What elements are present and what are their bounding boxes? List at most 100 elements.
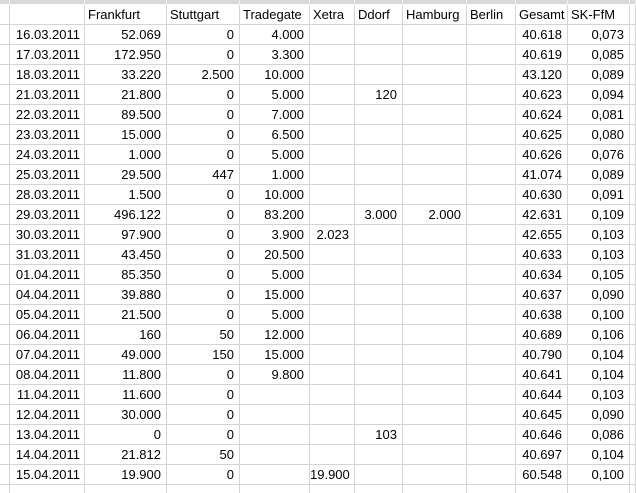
cell-colA[interactable] — [0, 285, 10, 305]
cell-hamburg[interactable] — [403, 185, 467, 205]
cell-berlin[interactable] — [467, 105, 516, 125]
cell-ddorf[interactable] — [355, 225, 403, 245]
cell-colA[interactable] — [0, 465, 10, 485]
cell-ddorf[interactable] — [355, 345, 403, 365]
cell-stuttgart[interactable]: 0 — [167, 105, 240, 125]
date-cell[interactable]: 04.04.2011 — [10, 285, 85, 305]
cell-hamburg[interactable] — [403, 245, 467, 265]
cell-gesamt[interactable]: 40.634 — [516, 265, 568, 285]
date-cell[interactable]: 05.04.2011 — [10, 305, 85, 325]
cell-frankfurt[interactable]: 15.000 — [85, 125, 167, 145]
date-cell[interactable]: 06.04.2011 — [10, 325, 85, 345]
cell-xetra[interactable] — [310, 285, 355, 305]
cell-hamburg[interactable] — [403, 25, 467, 45]
cell-colEnd[interactable] — [630, 205, 636, 225]
cell-colEnd[interactable] — [630, 45, 636, 65]
cell-tradegate[interactable]: 15.000 — [240, 345, 310, 365]
cell-gesamt[interactable]: 40.689 — [516, 325, 568, 345]
cell-frankfurt[interactable]: 89.500 — [85, 105, 167, 125]
column-header-colA[interactable] — [0, 5, 10, 25]
cell-stuttgart[interactable]: 0 — [167, 85, 240, 105]
cell-berlin[interactable] — [467, 265, 516, 285]
cell-skffm[interactable]: 0,100 — [568, 305, 630, 325]
cell-xetra[interactable] — [310, 125, 355, 145]
cell-hamburg[interactable] — [403, 85, 467, 105]
cell-tradegate[interactable] — [240, 465, 310, 485]
cell-colA[interactable] — [0, 105, 10, 125]
cell-berlin[interactable] — [467, 345, 516, 365]
date-cell[interactable]: 13.04.2011 — [10, 425, 85, 445]
cell-ddorf[interactable] — [355, 65, 403, 85]
cell-colEnd[interactable] — [630, 185, 636, 205]
cell-stuttgart[interactable]: 0 — [167, 305, 240, 325]
cell-tradegate[interactable]: 3.900 — [240, 225, 310, 245]
cell-hamburg[interactable] — [403, 265, 467, 285]
cell-colEnd[interactable] — [630, 125, 636, 145]
column-header-stuttgart[interactable]: Stuttgart — [167, 5, 240, 25]
cell-colEnd[interactable] — [630, 405, 636, 425]
cell-hamburg[interactable] — [403, 65, 467, 85]
column-header-tradegate[interactable]: Tradegate — [240, 5, 310, 25]
cell-stuttgart[interactable]: 0 — [167, 365, 240, 385]
cell-colA[interactable] — [0, 445, 10, 465]
cell-tradegate[interactable] — [240, 445, 310, 465]
cell-xetra[interactable] — [310, 365, 355, 385]
cell-berlin[interactable] — [467, 25, 516, 45]
cell-xetra[interactable]: 2.023 — [310, 225, 355, 245]
column-header-hamburg[interactable]: Hamburg — [403, 5, 467, 25]
cell-berlin[interactable] — [467, 425, 516, 445]
cell-ddorf[interactable] — [355, 45, 403, 65]
cell-colA[interactable] — [0, 305, 10, 325]
cell-skffm[interactable]: 0,081 — [568, 105, 630, 125]
cell-tradegate[interactable]: 4.000 — [240, 25, 310, 45]
cell-colA[interactable] — [0, 25, 10, 45]
cell-tradegate[interactable]: 6.500 — [240, 125, 310, 145]
cell-hamburg[interactable] — [403, 285, 467, 305]
cell-frankfurt[interactable]: 19.900 — [85, 465, 167, 485]
cell-hamburg[interactable] — [403, 405, 467, 425]
cell-skffm[interactable]: 0,091 — [568, 185, 630, 205]
cell-frankfurt[interactable]: 29.500 — [85, 165, 167, 185]
cell-colA[interactable] — [0, 185, 10, 205]
cell-colA[interactable] — [0, 405, 10, 425]
cell-tradegate[interactable]: 83.200 — [240, 205, 310, 225]
cell-colEnd[interactable] — [630, 285, 636, 305]
cell-berlin[interactable] — [467, 305, 516, 325]
cell-skffm[interactable]: 0,103 — [568, 245, 630, 265]
cell-hamburg[interactable] — [403, 305, 467, 325]
cell-hamburg[interactable] — [403, 345, 467, 365]
cell-xetra[interactable] — [310, 445, 355, 465]
cell-tradegate[interactable]: 3.300 — [240, 45, 310, 65]
cell-xetra[interactable] — [310, 405, 355, 425]
cell-berlin[interactable] — [467, 165, 516, 185]
cell-stuttgart[interactable]: 0 — [167, 405, 240, 425]
cell-frankfurt[interactable]: 160 — [85, 325, 167, 345]
column-header-ddorf[interactable]: Ddorf — [355, 5, 403, 25]
cell-stuttgart[interactable]: 0 — [167, 425, 240, 445]
cell-colA[interactable] — [0, 365, 10, 385]
cell-gesamt[interactable]: 40.697 — [516, 445, 568, 465]
cell-gesamt[interactable]: 40.633 — [516, 245, 568, 265]
cell-xetra[interactable] — [310, 65, 355, 85]
cell-colEnd[interactable] — [630, 245, 636, 265]
cell-ddorf[interactable] — [355, 305, 403, 325]
cell-colA[interactable] — [0, 125, 10, 145]
cell-colEnd[interactable] — [630, 445, 636, 465]
cell-colEnd[interactable] — [630, 165, 636, 185]
cell-berlin[interactable] — [467, 465, 516, 485]
cell-tradegate[interactable]: 12.000 — [240, 325, 310, 345]
cell-colA[interactable] — [0, 205, 10, 225]
column-header-frankfurt[interactable]: Frankfurt — [85, 5, 167, 25]
cell-xetra[interactable] — [310, 325, 355, 345]
cell-frankfurt[interactable]: 496.122 — [85, 205, 167, 225]
cell-stuttgart[interactable]: 150 — [167, 345, 240, 365]
cell-stuttgart[interactable]: 0 — [167, 285, 240, 305]
cell-gesamt[interactable]: 40.624 — [516, 105, 568, 125]
cell-skffm[interactable]: 0,106 — [568, 325, 630, 345]
cell-hamburg[interactable] — [403, 385, 467, 405]
cell-hamburg[interactable] — [403, 365, 467, 385]
cell-skffm[interactable]: 0,089 — [568, 65, 630, 85]
cell-ddorf[interactable] — [355, 165, 403, 185]
cell-colEnd[interactable] — [630, 345, 636, 365]
cell-tradegate[interactable] — [240, 405, 310, 425]
